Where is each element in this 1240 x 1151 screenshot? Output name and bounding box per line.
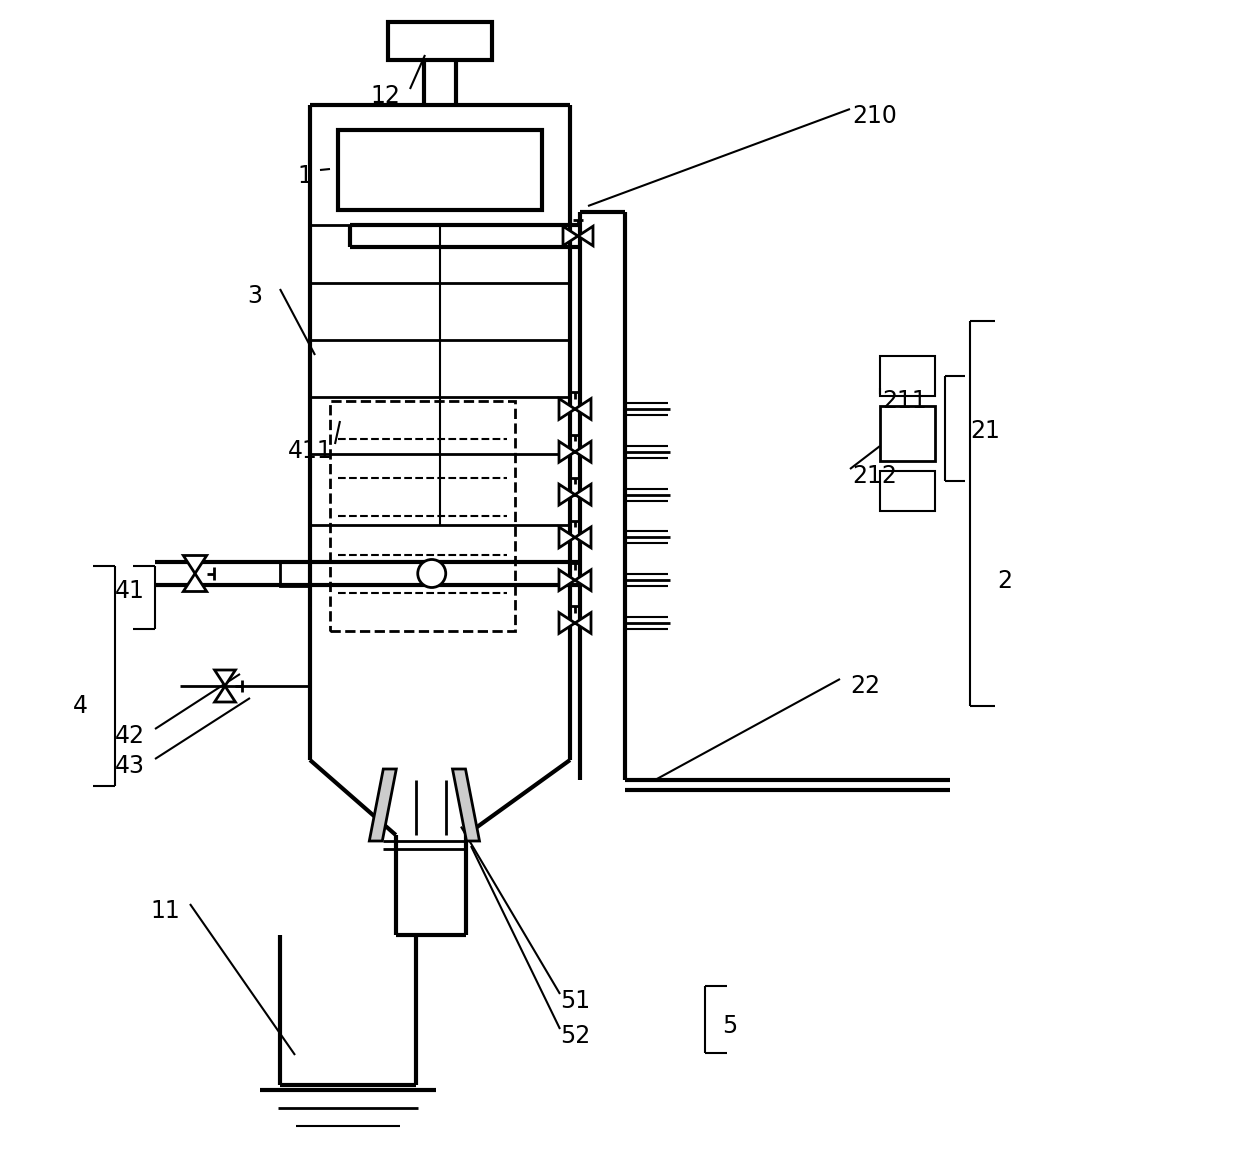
Text: 2: 2 (997, 569, 1013, 593)
Polygon shape (559, 570, 575, 590)
Polygon shape (559, 441, 575, 463)
Polygon shape (184, 556, 207, 573)
Polygon shape (575, 570, 591, 590)
Text: 5: 5 (723, 1014, 738, 1038)
Polygon shape (578, 227, 593, 246)
Polygon shape (559, 485, 575, 505)
Polygon shape (575, 441, 591, 463)
Text: 210: 210 (853, 104, 898, 128)
Text: 212: 212 (853, 464, 898, 488)
Polygon shape (215, 686, 236, 702)
Text: 52: 52 (560, 1024, 590, 1049)
Polygon shape (575, 527, 591, 548)
Bar (330, 401, 515, 631)
Text: 11: 11 (150, 899, 180, 923)
Text: 411: 411 (288, 439, 332, 463)
Bar (339, 130, 542, 209)
Text: 1: 1 (298, 163, 312, 188)
Polygon shape (575, 398, 591, 419)
Polygon shape (559, 527, 575, 548)
Polygon shape (453, 769, 480, 841)
Bar (388, 22, 492, 60)
Polygon shape (370, 769, 397, 841)
Text: 4: 4 (72, 694, 88, 718)
Polygon shape (563, 227, 578, 246)
Polygon shape (559, 398, 575, 419)
Text: 41: 41 (115, 579, 145, 603)
Text: 22: 22 (849, 674, 880, 698)
Bar (880, 406, 935, 462)
Bar (880, 471, 935, 511)
Bar (281, 563, 310, 585)
Text: 42: 42 (115, 724, 145, 748)
Text: 3: 3 (248, 284, 263, 308)
Bar (280, 562, 310, 586)
Polygon shape (575, 612, 591, 633)
Bar (880, 356, 935, 396)
Text: 21: 21 (970, 419, 999, 443)
Text: 12: 12 (370, 84, 401, 108)
Polygon shape (575, 485, 591, 505)
Text: 51: 51 (560, 989, 590, 1013)
Polygon shape (184, 573, 207, 592)
Polygon shape (559, 612, 575, 633)
Polygon shape (215, 670, 236, 686)
Text: 211: 211 (883, 389, 928, 413)
Text: 43: 43 (115, 754, 145, 778)
Circle shape (418, 559, 445, 587)
